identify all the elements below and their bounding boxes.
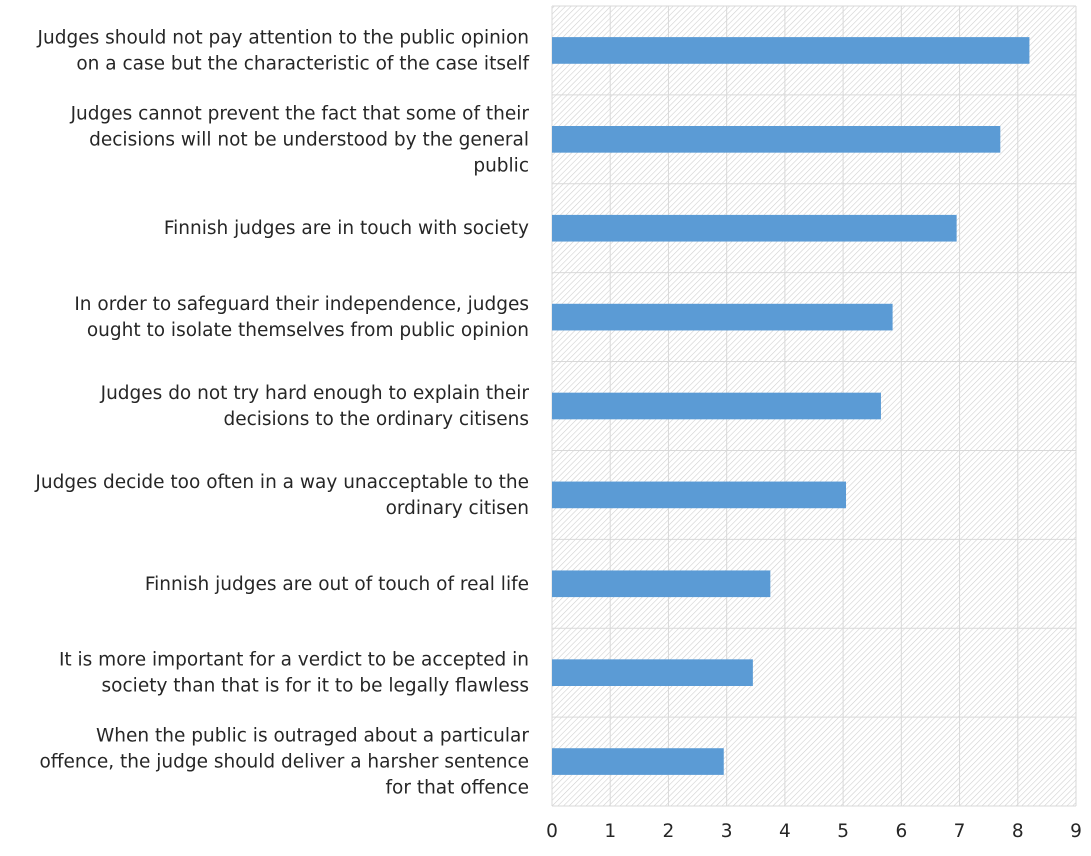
category-label-6-line-2: ordinary citisen bbox=[386, 498, 529, 519]
x-tick-label-1: 1 bbox=[604, 821, 616, 842]
x-axis-tick-labels: 0 1 2 3 4 5 6 7 8 9 bbox=[546, 821, 1082, 842]
x-tick-label-5: 5 bbox=[837, 821, 849, 842]
bar-4 bbox=[552, 303, 893, 331]
x-tick-label-4: 4 bbox=[779, 821, 791, 842]
bar-1 bbox=[552, 37, 1030, 64]
category-label-8: It is more important for a verdict to be… bbox=[59, 650, 529, 697]
category-label-1-line-2: on a case but the characteristic of the … bbox=[76, 53, 529, 74]
bar-6 bbox=[552, 481, 847, 509]
x-tick-label-3: 3 bbox=[721, 821, 733, 842]
category-label-5: Judges do not try hard enough to explain… bbox=[100, 383, 530, 430]
x-tick-label-8: 8 bbox=[1012, 821, 1024, 842]
x-tick-label-6: 6 bbox=[895, 821, 907, 842]
category-label-8-line-2: society than that is for it to be legall… bbox=[102, 676, 529, 697]
category-label-5-line-2: decisions to the ordinary citisens bbox=[223, 409, 529, 430]
category-label-8-line-1: It is more important for a verdict to be… bbox=[59, 650, 529, 671]
category-label-4-line-2: ought to isolate themselves from public … bbox=[87, 320, 529, 341]
category-label-9-line-2: offence, the judge should deliver a hars… bbox=[39, 752, 529, 773]
category-label-4-line-1: In order to safeguard their independence… bbox=[74, 294, 529, 315]
category-label-6-line-1: Judges decide too often in a way unaccep… bbox=[34, 472, 529, 493]
bar-2 bbox=[552, 126, 1001, 153]
x-tick-label-9: 9 bbox=[1070, 821, 1082, 842]
bar-5 bbox=[552, 392, 881, 420]
category-label-6: Judges decide too often in a way unaccep… bbox=[34, 472, 529, 519]
category-label-5-line-1: Judges do not try hard enough to explain… bbox=[100, 383, 530, 404]
category-label-4: In order to safeguard their independence… bbox=[74, 294, 529, 341]
x-tick-label-2: 2 bbox=[663, 821, 675, 842]
x-tick-label-7: 7 bbox=[954, 821, 966, 842]
bar-7 bbox=[552, 570, 771, 598]
x-tick-label-0: 0 bbox=[546, 821, 558, 842]
bars bbox=[552, 37, 1030, 775]
category-label-1: Judges should not pay attention to the p… bbox=[37, 27, 530, 74]
bar-3 bbox=[552, 214, 957, 242]
category-label-9-line-3: for that offence bbox=[386, 778, 530, 799]
category-label-2-line-3: public bbox=[473, 155, 529, 176]
category-label-9-line-1: When the public is outraged about a part… bbox=[96, 726, 529, 747]
category-label-2-line-1: Judges cannot prevent the fact that some… bbox=[70, 103, 530, 124]
category-labels: Judges should not pay attention to the p… bbox=[34, 27, 529, 798]
category-label-2: Judges cannot prevent the fact that some… bbox=[70, 103, 530, 176]
bar-9 bbox=[552, 748, 724, 775]
category-label-1-line-1: Judges should not pay attention to the p… bbox=[37, 27, 529, 48]
category-label-7: Finnish judges are out of touch of real … bbox=[145, 574, 529, 595]
category-label-3-line-1: Finnish judges are in touch with society bbox=[164, 218, 529, 239]
category-label-3: Finnish judges are in touch with society bbox=[164, 218, 529, 239]
horizontal-gridlines bbox=[552, 5, 1076, 807]
bar-8 bbox=[552, 659, 753, 686]
category-label-2-line-2: decisions will not be understood by the … bbox=[89, 129, 529, 150]
category-label-7-line-1: Finnish judges are out of touch of real … bbox=[145, 574, 529, 595]
category-label-9: When the public is outraged about a part… bbox=[39, 726, 529, 799]
